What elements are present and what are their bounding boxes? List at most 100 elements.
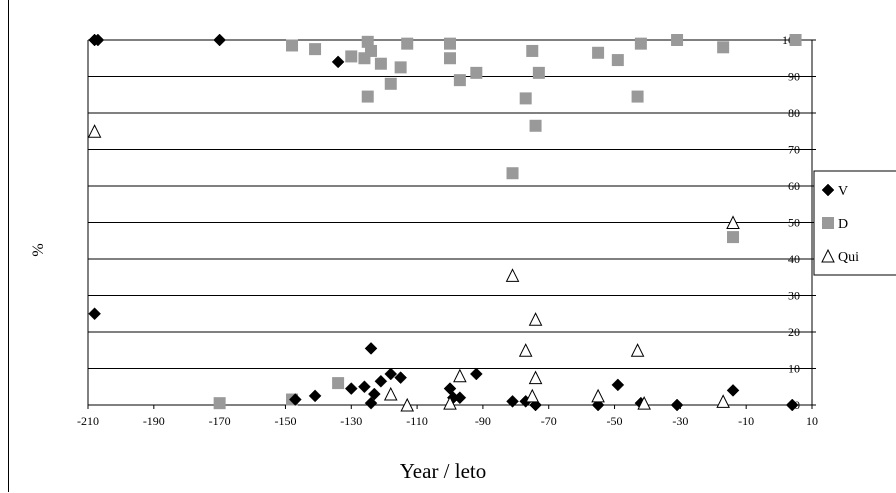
data-point-d (332, 377, 345, 390)
y-tick-label: 50 (788, 216, 800, 230)
data-point-v (364, 396, 378, 410)
data-point-v (394, 371, 407, 384)
legend-label-v: V (838, 184, 848, 199)
x-tick-label: -190 (143, 414, 165, 428)
y-tick-label: 90 (788, 70, 800, 84)
data-point-d (401, 37, 414, 50)
data-point-v (288, 393, 302, 406)
legend-marker-d (822, 217, 834, 229)
data-point-d (361, 35, 374, 48)
y-tick-label: 80 (788, 106, 800, 120)
data-point-v (364, 342, 378, 355)
y-tick-label: 70 (788, 143, 800, 157)
data-point-d (671, 34, 684, 46)
data-point-qui (453, 368, 467, 383)
data-point-qui (505, 268, 520, 282)
x-tick-label: -170 (209, 414, 231, 428)
data-point-d (532, 66, 545, 79)
data-point-d (213, 397, 226, 410)
series-d (213, 34, 802, 410)
data-point-d (631, 90, 644, 103)
x-tick-label: -10 (738, 414, 754, 428)
x-tick-label: -150 (274, 414, 296, 428)
data-point-qui (716, 394, 730, 408)
data-point-d (592, 46, 605, 59)
data-point-d (470, 66, 483, 79)
y-tick-label: 30 (788, 289, 800, 303)
x-axis-title: Year / leto (400, 459, 487, 483)
gridlines (88, 39, 812, 406)
data-point-d (717, 41, 730, 54)
data-point-v (469, 367, 483, 381)
data-point-v (374, 374, 388, 388)
data-point-d (526, 44, 539, 57)
y-tick-label: 10 (788, 362, 800, 376)
data-point-qui (630, 343, 645, 357)
data-point-d (394, 61, 407, 74)
data-point-qui (525, 388, 540, 403)
data-point-v (358, 380, 371, 394)
data-point-qui (383, 386, 398, 401)
data-point-qui (528, 312, 543, 326)
data-point-d (361, 90, 374, 103)
data-point-qui (443, 396, 457, 410)
data-point-v (213, 33, 226, 47)
data-point-v (611, 378, 625, 392)
data-point-v (453, 391, 467, 405)
data-point-d (611, 54, 624, 67)
data-point-d (309, 43, 322, 56)
data-point-d (519, 92, 532, 105)
data-point-v (670, 398, 684, 412)
data-point-qui (591, 388, 605, 403)
data-point-d (727, 231, 740, 244)
y-tick-label: 60 (788, 179, 800, 193)
x-tick-label: -130 (340, 414, 362, 428)
data-point-d (286, 39, 299, 52)
data-point-v (443, 382, 457, 395)
data-point-qui (637, 396, 651, 410)
data-point-d (444, 52, 456, 65)
legend-marker-v (821, 183, 835, 197)
series-qui (87, 124, 740, 412)
x-tick-label: -70 (541, 414, 557, 428)
data-point-d (384, 77, 397, 90)
data-point-v (785, 398, 799, 412)
data-point-qui (87, 124, 102, 138)
plot-area (87, 40, 813, 409)
x-tick-label: -90 (475, 414, 491, 428)
legend: V D Qui (813, 170, 896, 276)
data-point-v (331, 55, 345, 69)
data-point-v (506, 394, 519, 408)
data-point-d (345, 50, 358, 63)
x-axis-ticks: -210 -190 -170 -150 -130 -110 -90 -70 -50 -30 -10 1… (77, 405, 818, 428)
data-point-d (365, 44, 378, 57)
data-point-v (344, 382, 358, 395)
y-axis-title: % (30, 243, 47, 256)
data-point-d (453, 74, 466, 87)
x-tick-label: -210 (77, 414, 99, 428)
data-point-d (634, 37, 647, 50)
legend-marker-qui (821, 248, 835, 263)
data-point-d (374, 57, 387, 70)
data-point-d (506, 167, 519, 180)
data-point-v (308, 389, 322, 403)
data-point-d (789, 34, 802, 46)
series-v (88, 33, 799, 412)
data-point-qui (400, 397, 415, 412)
data-point-qui (528, 370, 543, 385)
data-point-v (91, 33, 105, 47)
data-point-d (529, 119, 542, 132)
data-point-v (88, 307, 101, 321)
data-point-v (726, 384, 740, 397)
y-tick-label: 40 (788, 252, 800, 266)
legend-label-d: D (838, 217, 848, 232)
x-tick-label: 10 (806, 414, 818, 428)
data-points (87, 33, 802, 412)
data-point-v (367, 387, 381, 401)
y-tick-label: 20 (788, 325, 800, 339)
chart-frame (8, 0, 895, 492)
data-point-d (444, 37, 456, 50)
data-point-qui (726, 215, 740, 229)
data-point-qui (518, 343, 533, 357)
